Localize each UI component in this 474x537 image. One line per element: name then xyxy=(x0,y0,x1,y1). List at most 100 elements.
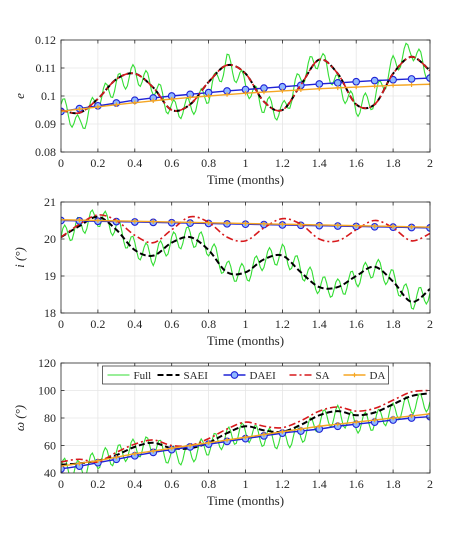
data-point-da xyxy=(169,446,174,451)
data-point-da xyxy=(224,220,230,226)
y-tick-label: 20 xyxy=(44,232,56,246)
x-tick-label: 0.8 xyxy=(201,477,216,491)
x-tick-label: 1.6 xyxy=(349,317,364,331)
x-tick-label: 1.4 xyxy=(312,317,327,331)
y-tick-label: 19 xyxy=(44,269,56,283)
data-point-da xyxy=(187,220,193,225)
data-point-daei xyxy=(389,75,397,84)
x-tick-label: 0.2 xyxy=(90,477,105,491)
data-point-daei xyxy=(315,80,324,88)
x-tick-label: 0.8 xyxy=(201,156,216,170)
series-group xyxy=(61,208,430,310)
data-point-da xyxy=(114,102,119,107)
data-point-daei xyxy=(352,77,361,86)
data-point-da xyxy=(261,89,267,95)
data-point-da xyxy=(390,224,396,229)
legend-label-daei: DAEI xyxy=(250,370,277,382)
y-tick-label: 40 xyxy=(44,466,56,480)
series-line-sa xyxy=(61,56,430,115)
data-point-da xyxy=(95,218,101,223)
data-point-da xyxy=(132,451,137,456)
x-tick-label: 1.6 xyxy=(349,477,364,491)
data-point-da xyxy=(169,219,174,225)
x-tick-label: 1.4 xyxy=(312,156,327,170)
data-point-daei xyxy=(333,78,342,87)
data-point-daei xyxy=(426,74,430,82)
data-point-da xyxy=(243,91,248,96)
data-point-da xyxy=(206,220,211,225)
data-point-da xyxy=(61,463,64,469)
data-point-da xyxy=(187,443,193,448)
data-point-da xyxy=(261,221,267,227)
y-tick-label: 100 xyxy=(38,384,56,398)
series-line-saei xyxy=(61,215,430,303)
data-point-da xyxy=(95,104,101,110)
data-point-da xyxy=(95,458,101,463)
x-tick-label: 0.4 xyxy=(127,156,142,170)
x-tick-label: 1.6 xyxy=(349,156,364,170)
x-tick-label: 2 xyxy=(427,477,433,491)
data-point-da xyxy=(298,87,304,93)
legend-marker-daei xyxy=(230,371,239,379)
x-tick-label: 0 xyxy=(58,317,64,331)
series-line-sa xyxy=(61,389,430,464)
data-point-da xyxy=(298,222,304,227)
y-axis-label: e xyxy=(12,93,27,99)
data-point-da xyxy=(335,421,340,427)
legend-label-sa: SA xyxy=(316,370,330,382)
chart-panel-3: 0 0.2 0.4 0.6 0.8 1 1.2 1.4 1.6 1.8 2 40 60 80 100 120 T… xyxy=(12,356,433,508)
x-axis-label: Time (months) xyxy=(207,172,284,187)
x-tick-label: 0.2 xyxy=(90,156,105,170)
y-tick-label: 120 xyxy=(38,356,56,370)
data-point-da xyxy=(390,83,396,88)
legend-marker-da xyxy=(352,372,357,378)
data-point-da xyxy=(390,415,396,421)
data-point-da xyxy=(317,222,322,228)
x-tick-label: 1.2 xyxy=(275,477,290,491)
data-point-da xyxy=(372,223,377,229)
x-tick-label: 0.4 xyxy=(127,477,142,491)
series-line-full xyxy=(61,42,430,130)
data-point-da xyxy=(77,461,82,466)
data-point-da xyxy=(61,109,64,114)
data-point-da xyxy=(114,454,119,460)
data-point-da xyxy=(317,86,322,91)
series-line-saei xyxy=(61,392,430,466)
x-tick-label: 1.8 xyxy=(386,477,401,491)
data-point-da xyxy=(335,223,340,228)
data-point-da xyxy=(372,417,377,423)
data-point-da xyxy=(77,106,82,112)
data-point-da xyxy=(317,424,322,429)
series-line-sa xyxy=(61,214,430,244)
x-tick-label: 1.8 xyxy=(386,317,401,331)
data-point-da xyxy=(132,219,137,224)
data-point-da xyxy=(206,93,211,99)
data-point-da xyxy=(132,100,137,105)
data-point-daei xyxy=(407,75,416,83)
y-tick-label: 21 xyxy=(44,195,56,209)
data-point-da xyxy=(114,218,119,224)
x-tick-label: 1.4 xyxy=(312,477,327,491)
series-line-full xyxy=(61,208,430,310)
y-tick-label: 18 xyxy=(44,306,56,320)
data-point-da xyxy=(224,92,230,97)
x-axis-label: Time (months) xyxy=(207,333,284,348)
data-point-da xyxy=(427,82,430,87)
x-tick-label: 1.2 xyxy=(275,156,290,170)
x-tick-label: 1.2 xyxy=(275,317,290,331)
x-tick-label: 0 xyxy=(58,156,64,170)
data-point-da xyxy=(427,411,430,417)
legend: Full SAEI DAEI SA DA xyxy=(102,365,389,385)
data-point-da xyxy=(280,429,285,434)
x-tick-label: 2 xyxy=(427,156,433,170)
data-point-da xyxy=(372,84,377,89)
x-tick-label: 1.8 xyxy=(386,156,401,170)
data-point-da xyxy=(280,222,285,227)
data-point-da xyxy=(409,224,414,229)
x-tick-label: 1 xyxy=(243,317,249,331)
y-tick-label: 0.11 xyxy=(35,61,56,75)
y-tick-label: 0.1 xyxy=(41,89,56,103)
y-tick-label: 80 xyxy=(44,411,56,425)
data-point-da xyxy=(243,435,248,440)
